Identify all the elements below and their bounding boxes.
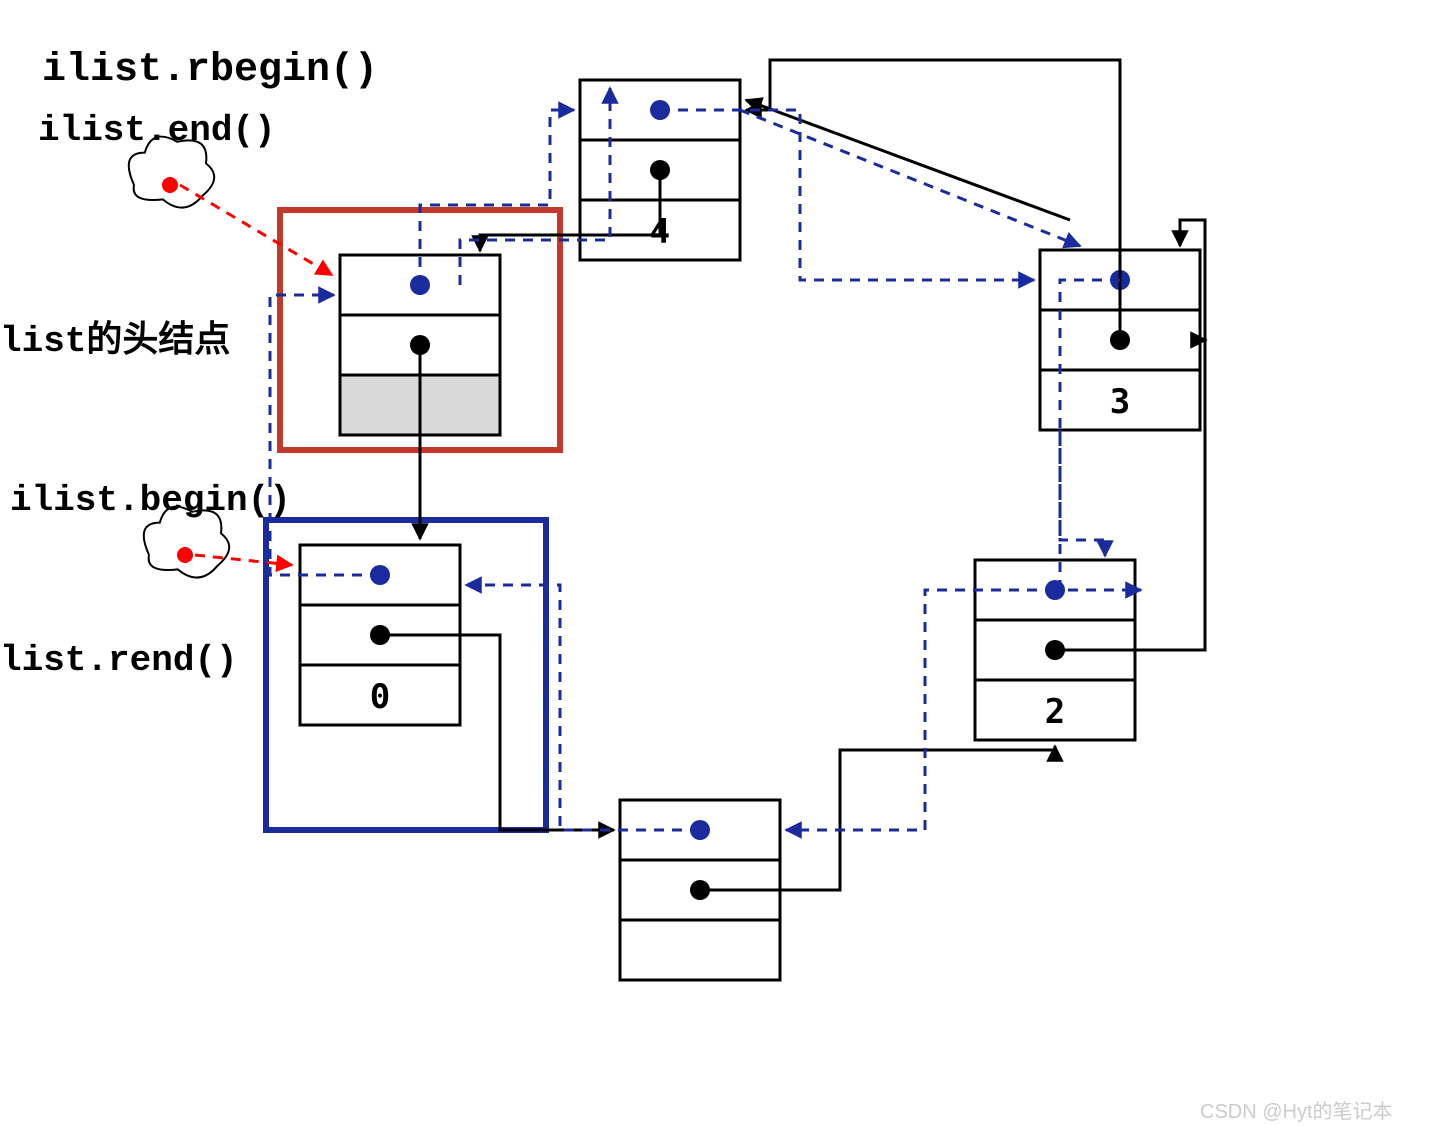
prev-4-3 <box>740 110 1080 246</box>
prev-3-2 <box>1060 430 1105 556</box>
label-head-cn: list的头结点 <box>0 310 230 362</box>
next-3-4 <box>746 100 1070 220</box>
label-rend: list.rend() <box>0 640 238 681</box>
list-diagram: 0234 <box>0 0 1450 1126</box>
svg-text:3: 3 <box>1110 382 1130 422</box>
label-end: ilist.end() <box>38 110 276 151</box>
svg-text:0: 0 <box>370 677 390 717</box>
begin-cloud-dot <box>177 547 193 563</box>
watermark: CSDN @Hyt的笔记本 <box>1200 1095 1393 1124</box>
ptr-end-to-head <box>180 185 332 275</box>
end-cloud-dot <box>162 177 178 193</box>
label-rbegin: ilist.rbegin() <box>42 48 378 93</box>
svg-text:2: 2 <box>1045 692 1065 732</box>
label-begin: ilist.begin() <box>10 480 291 521</box>
